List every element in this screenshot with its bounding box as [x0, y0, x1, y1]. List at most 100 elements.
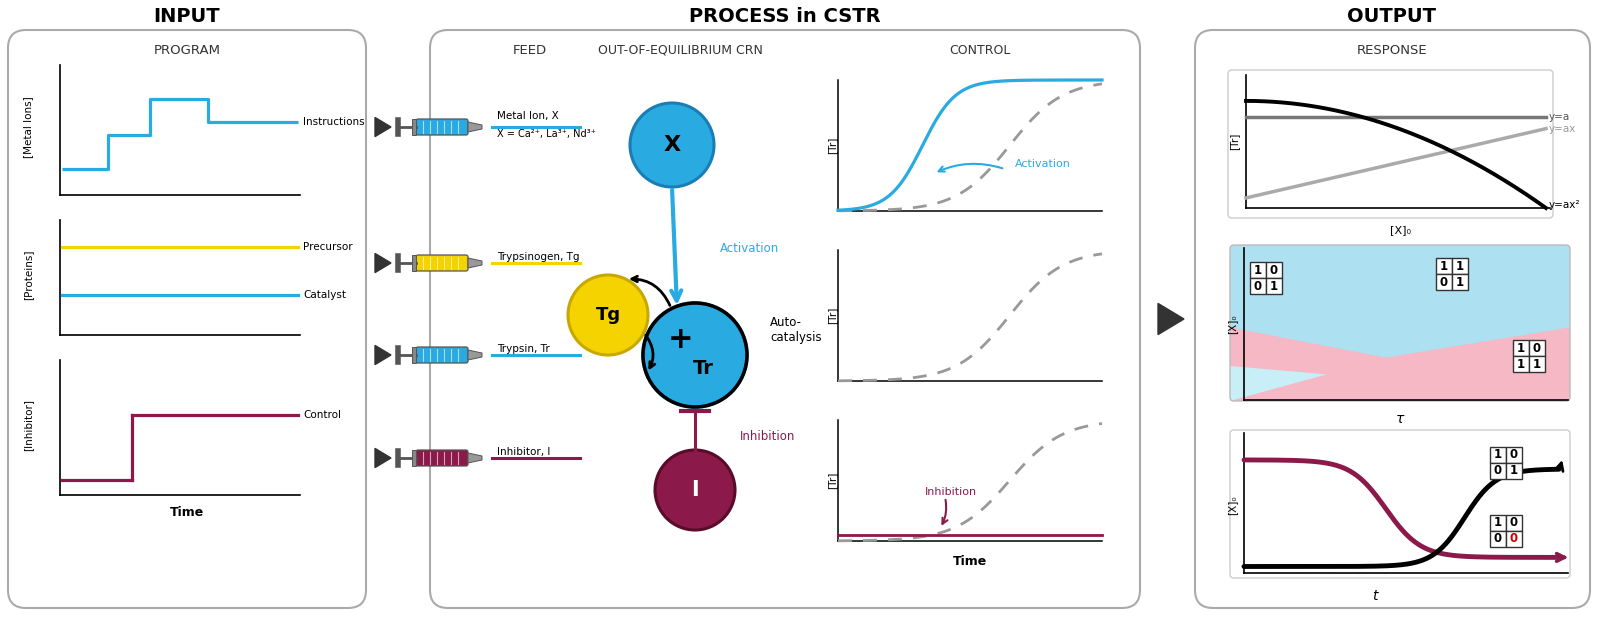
Text: y=ax²: y=ax² [1549, 200, 1581, 210]
Bar [1453, 258, 1469, 274]
Bar [1490, 515, 1506, 531]
Bar [1266, 262, 1282, 278]
Bar [1506, 531, 1522, 547]
Text: I: I [691, 480, 699, 500]
Text: [Inhibitor]: [Inhibitor] [22, 399, 34, 451]
Bar [1530, 340, 1546, 356]
Text: RESPONSE: RESPONSE [1357, 43, 1427, 56]
Bar [1506, 463, 1522, 479]
Polygon shape [374, 345, 390, 365]
Text: 0: 0 [1440, 275, 1448, 288]
Text: Time: Time [954, 555, 987, 568]
Circle shape [568, 275, 648, 355]
Bar [1250, 262, 1266, 278]
Text: [Tr]: [Tr] [827, 137, 837, 154]
Bar [1530, 356, 1546, 372]
Text: Inhibition: Inhibition [739, 430, 795, 443]
Text: 1: 1 [1494, 516, 1502, 529]
Text: y=ax: y=ax [1549, 124, 1576, 134]
Text: Catalyst: Catalyst [302, 290, 346, 300]
Bar [413, 255, 416, 271]
Text: Inhibitor, I: Inhibitor, I [498, 447, 550, 457]
Bar [413, 347, 416, 363]
Bar [413, 119, 416, 135]
Text: OUTPUT: OUTPUT [1347, 7, 1437, 25]
FancyBboxPatch shape [1195, 30, 1590, 608]
Bar [1266, 278, 1282, 294]
Text: 1: 1 [1270, 280, 1278, 293]
Text: y=a: y=a [1549, 112, 1570, 123]
Text: 0: 0 [1510, 449, 1518, 462]
Text: [Tr]: [Tr] [827, 307, 837, 324]
Bar [1514, 356, 1530, 372]
Text: [X]₀: [X]₀ [1227, 495, 1237, 515]
Text: PROCESS in CSTR: PROCESS in CSTR [690, 7, 882, 25]
Text: FEED: FEED [514, 43, 547, 56]
Bar [1506, 515, 1522, 531]
Text: Time: Time [170, 506, 205, 519]
Text: X: X [664, 135, 680, 155]
Text: 0: 0 [1510, 532, 1518, 545]
FancyBboxPatch shape [8, 30, 366, 608]
Text: [Metal Ions]: [Metal Ions] [22, 97, 34, 158]
Text: 1: 1 [1517, 342, 1525, 355]
FancyBboxPatch shape [1229, 70, 1554, 218]
Text: Activation: Activation [1014, 159, 1070, 169]
Text: 0: 0 [1510, 516, 1518, 529]
FancyBboxPatch shape [416, 255, 467, 271]
Bar [1250, 278, 1266, 294]
Text: [X]₀: [X]₀ [1390, 225, 1411, 235]
Polygon shape [374, 448, 390, 467]
Text: Tr: Tr [693, 360, 714, 378]
Text: 1: 1 [1517, 358, 1525, 371]
Circle shape [643, 303, 747, 407]
Text: [Tr]: [Tr] [827, 472, 837, 489]
Text: 0: 0 [1494, 532, 1502, 545]
Bar [1437, 258, 1453, 274]
Text: τ: τ [1397, 412, 1405, 426]
FancyBboxPatch shape [1230, 245, 1570, 401]
Text: [Proteins]: [Proteins] [22, 249, 34, 300]
Text: 0: 0 [1270, 264, 1278, 277]
Text: [Tr]: [Tr] [1229, 132, 1238, 150]
Polygon shape [374, 118, 390, 137]
Text: 1: 1 [1440, 259, 1448, 272]
Text: Instructions: Instructions [302, 117, 365, 127]
Text: Trypsinogen, Tg: Trypsinogen, Tg [498, 252, 579, 262]
Text: Control: Control [302, 410, 341, 420]
Text: +: + [669, 324, 694, 353]
Text: 0: 0 [1533, 342, 1541, 355]
Text: Activation: Activation [720, 241, 779, 254]
Polygon shape [467, 258, 482, 268]
Bar [1490, 463, 1506, 479]
Polygon shape [467, 122, 482, 132]
Text: Trypsin, Tr: Trypsin, Tr [498, 344, 550, 354]
FancyBboxPatch shape [416, 450, 467, 466]
FancyBboxPatch shape [1230, 430, 1570, 578]
Polygon shape [1158, 303, 1184, 335]
Text: CONTROL: CONTROL [949, 43, 1011, 56]
Text: 1: 1 [1533, 358, 1541, 371]
Bar [1506, 447, 1522, 463]
Polygon shape [374, 253, 390, 272]
FancyBboxPatch shape [430, 30, 1139, 608]
Polygon shape [1230, 327, 1570, 401]
Bar [1490, 531, 1506, 547]
Text: Tg: Tg [595, 306, 621, 324]
Text: t: t [1371, 589, 1378, 603]
Polygon shape [467, 453, 482, 463]
Text: 1: 1 [1456, 275, 1464, 288]
Polygon shape [467, 350, 482, 360]
Polygon shape [1230, 366, 1326, 401]
Text: Metal Ion, X: Metal Ion, X [498, 111, 558, 121]
Text: X = Ca²⁺, La³⁺, Nd³⁺: X = Ca²⁺, La³⁺, Nd³⁺ [498, 129, 595, 139]
Text: INPUT: INPUT [154, 7, 221, 25]
Bar [413, 450, 416, 466]
Circle shape [630, 103, 714, 187]
Text: Auto-
catalysis: Auto- catalysis [770, 316, 822, 344]
Text: 0: 0 [1494, 464, 1502, 477]
Text: 1: 1 [1254, 264, 1262, 277]
Text: 1: 1 [1456, 259, 1464, 272]
Text: PROGRAM: PROGRAM [154, 43, 221, 56]
Bar [1490, 447, 1506, 463]
